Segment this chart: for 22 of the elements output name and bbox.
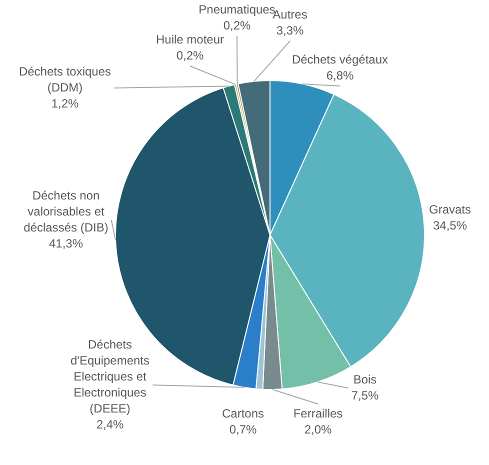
data-label: 6,8% bbox=[326, 68, 354, 82]
data-label: 1,2% bbox=[51, 96, 79, 110]
slice-label: Gravats bbox=[428, 202, 472, 216]
slice-label: Déchets végétaux bbox=[292, 52, 388, 66]
slice-label: Bois bbox=[353, 372, 377, 386]
slice-label: Déchets d'Equipements Electriques et Electroniques (DEEE) bbox=[70, 337, 150, 416]
data-label: 7,5% bbox=[351, 388, 379, 402]
slice-label: Cartons bbox=[222, 406, 264, 420]
data-label: 2,0% bbox=[304, 422, 332, 436]
data-label: 3,3% bbox=[276, 23, 304, 38]
slice-label: Déchets non valorisables et déclassés (DIB) bbox=[24, 188, 108, 234]
slice-label: Autres bbox=[272, 7, 308, 22]
slice-label: Pneumatiques bbox=[198, 2, 276, 16]
slice-label: Huile moteur bbox=[156, 32, 224, 46]
data-label: 0,2% bbox=[223, 18, 251, 32]
slice-label: Déchets toxiques (DDM) bbox=[18, 64, 112, 94]
slice-label: Ferrailles bbox=[293, 406, 343, 420]
data-label: 0,7% bbox=[229, 422, 257, 436]
data-label: 2,4% bbox=[96, 417, 124, 432]
data-label: 41,3% bbox=[48, 236, 84, 250]
data-label: 0,2% bbox=[176, 48, 204, 62]
data-label: 34,5% bbox=[432, 218, 468, 232]
